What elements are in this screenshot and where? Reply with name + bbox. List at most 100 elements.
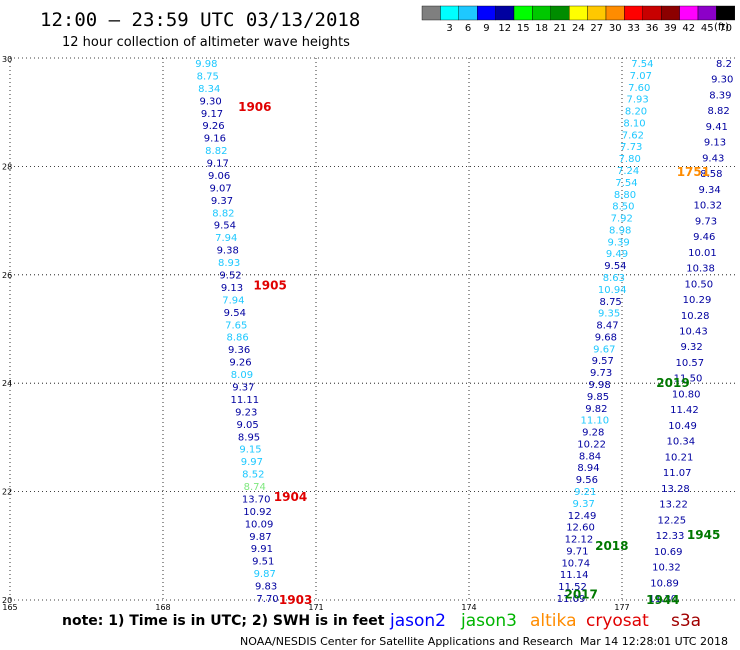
wave-height-label: 10.69 <box>654 547 683 558</box>
time-label: 1905 <box>253 279 286 293</box>
footer-credit: NOAA/NESDIS Center for Satellite Applica… <box>240 635 573 648</box>
time-label: 2018 <box>595 539 628 553</box>
wave-height-label: 9.15 <box>239 445 261 456</box>
x-tick-label: 165 <box>2 603 17 612</box>
wave-height-label: 11.30 <box>648 594 677 605</box>
satellite-name: jason2 <box>389 611 446 631</box>
time-label: 1944 <box>646 593 679 607</box>
time-label: 1904 <box>274 490 307 504</box>
wave-height-label: 8.39 <box>709 90 731 101</box>
wave-height-label: 11.11 <box>230 395 259 406</box>
wave-height-label: 9.17 <box>207 159 229 170</box>
wave-height-label: 9.13 <box>221 283 243 294</box>
wave-height-label: 9.43 <box>702 153 724 164</box>
wave-height-label: 7.24 <box>617 166 639 177</box>
wave-height-label: 9.46 <box>693 232 715 243</box>
legend-label: 15 <box>517 23 530 34</box>
time-label: 1906 <box>238 100 271 114</box>
legend-swatch <box>679 5 699 21</box>
wave-height-label: 9.32 <box>680 342 702 353</box>
wave-height-label: 7.92 <box>611 214 633 225</box>
legend-label: 42 <box>682 23 695 34</box>
wave-height-label: 9.07 <box>209 183 231 194</box>
legend-swatch <box>532 5 552 21</box>
wave-height-label: 9.26 <box>202 121 224 132</box>
wave-height-label: 9.21 <box>574 487 596 498</box>
footer-note: note: 1) Time is in UTC; 2) SWH is in fe… <box>62 613 385 629</box>
wave-height-label: 8.58 <box>700 169 722 180</box>
wave-height-label: 13.22 <box>659 500 688 511</box>
legend-label: 24 <box>572 23 585 34</box>
wave-height-label: 7.93 <box>627 95 649 106</box>
wave-height-label: 11.07 <box>663 468 692 479</box>
wave-height-label: 10.43 <box>679 327 708 338</box>
y-tick-label: 30 <box>2 55 12 64</box>
wave-height-label: 8.50 <box>612 202 634 213</box>
wave-height-label: 9.67 <box>593 344 615 355</box>
legend-swatch <box>495 5 515 21</box>
wave-height-label: 9.87 <box>249 532 271 543</box>
wave-height-label: 7.54 <box>615 178 637 189</box>
time-label: 1751 <box>677 165 710 179</box>
wave-height-label: 8.82 <box>205 146 227 157</box>
data-marks: 9.988.758.349.309.179.269.168.829.179.06… <box>195 59 733 605</box>
wave-height-label: 7.60 <box>628 83 650 94</box>
wave-height-label: 7.54 <box>631 59 653 70</box>
legend-label: 27 <box>590 23 603 34</box>
wave-height-label: 8.98 <box>609 225 631 236</box>
wave-height-label: 9.37 <box>232 382 254 393</box>
legend-swatch <box>513 5 533 21</box>
wave-height-label: 9.30 <box>199 96 221 107</box>
wave-height-label: 7.07 <box>630 71 652 82</box>
legend-swatch <box>569 5 588 21</box>
wave-height-label: 8.74 <box>244 482 266 493</box>
legend-label: 9 <box>483 23 489 34</box>
wave-height-label: 10.50 <box>684 279 713 290</box>
x-tick-label: 171 <box>308 603 323 612</box>
wave-height-label: 9.26 <box>229 358 251 369</box>
wave-height-label: 9.57 <box>592 356 614 367</box>
time-label: 1903 <box>279 593 312 607</box>
wave-height-label: 10.32 <box>693 201 722 212</box>
wave-height-label: 9.39 <box>607 237 629 248</box>
wave-height-label: 8.82 <box>707 106 729 117</box>
chart-title: 12:00 – 23:59 UTC 03/13/2018 <box>40 9 360 31</box>
wave-height-label: 8.84 <box>579 451 601 462</box>
legend-label: 70 <box>719 23 732 34</box>
wave-height-label: 9.49 <box>606 249 628 260</box>
wave-height-label: 12.33 <box>656 531 685 542</box>
wave-height-label: 8.94 <box>577 463 599 474</box>
wave-height-label: 9.30 <box>711 75 733 86</box>
time-label: 2019 <box>656 376 689 390</box>
wave-height-label: 9.82 <box>585 404 607 415</box>
legend-swatch <box>550 5 570 21</box>
wave-height-label: 12.25 <box>657 515 686 526</box>
wave-height-label: 10.92 <box>243 507 272 518</box>
axis-ticks: 20 22 24 26 28 30 165 168 171 174 177 <box>2 55 630 612</box>
wave-height-label: 10.32 <box>652 563 681 574</box>
wave-height-label: 10.22 <box>577 439 606 450</box>
wave-height-label: 9.98 <box>195 59 217 70</box>
legend-swatch <box>587 5 607 21</box>
legend-unit: (ft) <box>714 22 729 33</box>
wave-height-label: 8.52 <box>242 470 264 481</box>
legend-label: 3 <box>446 23 452 34</box>
wave-height-label: 11.14 <box>560 570 589 581</box>
wave-height-label: 10.89 <box>650 578 679 589</box>
wave-height-label: 10.01 <box>688 248 717 259</box>
wave-height-label: 11.10 <box>580 416 609 427</box>
wave-height-label: 8.82 <box>212 208 234 219</box>
wave-height-label: 11.52 <box>558 582 587 593</box>
wave-height-label: 8.09 <box>231 370 253 381</box>
wave-height-label: 9.54 <box>214 221 236 232</box>
legend-label: 21 <box>554 23 567 34</box>
wave-height-label: 12.12 <box>565 535 594 546</box>
legend-label: 39 <box>664 23 677 34</box>
wave-height-label: 12.49 <box>568 511 597 522</box>
wave-height-label: 10.80 <box>672 389 701 400</box>
x-tick-label: 177 <box>614 603 629 612</box>
wave-height-label: 8.93 <box>218 258 240 269</box>
footer-timestamp: Mar 14 12:28:01 UTC 2018 <box>580 635 728 648</box>
wave-height-label: 7.65 <box>225 320 247 331</box>
